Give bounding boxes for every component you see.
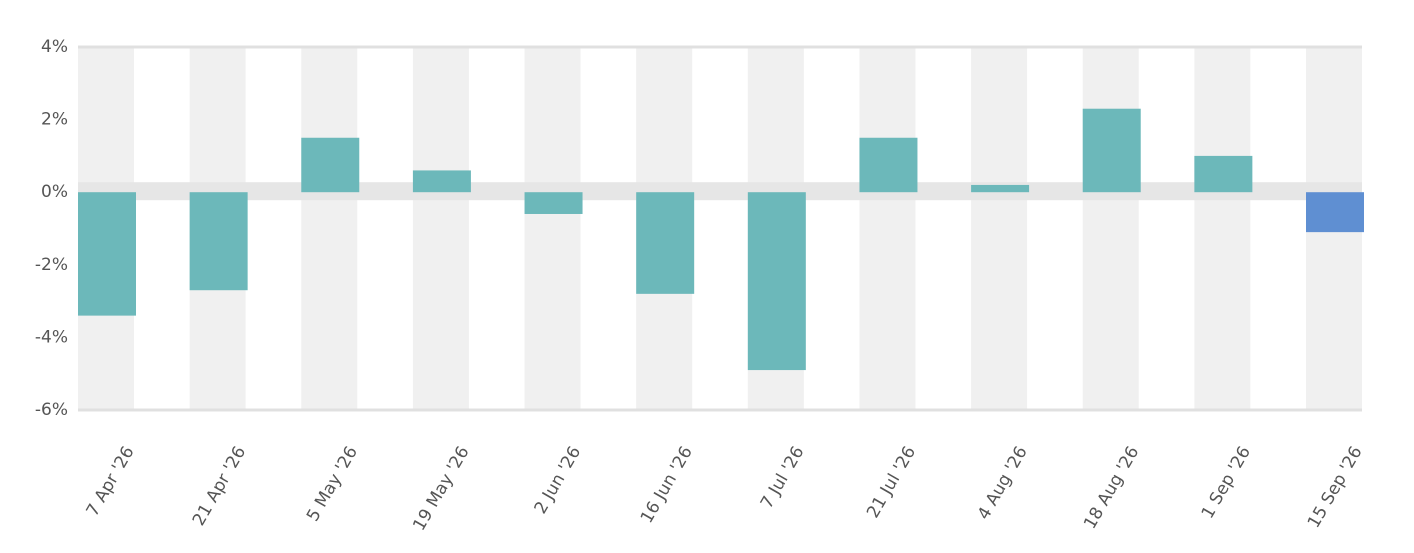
x-tick-label: 15 Sep '26 — [1304, 443, 1367, 532]
y-tick-label: -6% — [35, 400, 68, 420]
x-tick-label: 4 Aug '26 — [974, 443, 1032, 523]
y-tick-label: -2% — [35, 255, 68, 275]
x-tick-label: 7 Jul '26 — [757, 443, 809, 512]
bar — [971, 184, 1030, 193]
bar — [189, 192, 248, 291]
bar — [1306, 192, 1364, 233]
y-tick-label: 4% — [41, 37, 68, 57]
x-tick-label: 1 Sep '26 — [1198, 443, 1255, 522]
bar — [859, 137, 918, 193]
band — [971, 47, 1028, 410]
x-tick-label: 16 Jun '26 — [637, 443, 697, 527]
zero-band — [78, 182, 1362, 201]
y-tick-label: 2% — [41, 110, 68, 130]
bar — [1194, 155, 1253, 193]
x-tick-label: 5 May '26 — [303, 443, 362, 525]
bar — [1082, 108, 1141, 193]
y-tick-label: -4% — [35, 327, 68, 347]
band — [412, 47, 469, 410]
x-tick-label: 2 Jun '26 — [531, 443, 586, 518]
band — [859, 47, 916, 410]
band — [1194, 47, 1251, 410]
x-tick-label: 18 Aug '26 — [1080, 443, 1143, 533]
band — [524, 47, 581, 410]
band — [1082, 47, 1139, 410]
bar — [78, 192, 136, 316]
bar — [301, 137, 360, 193]
y-tick-label: 0% — [41, 182, 68, 202]
bar — [747, 192, 806, 371]
bar — [524, 192, 583, 214]
x-tick-label: 7 Apr '26 — [83, 443, 139, 520]
x-tick-label: 21 Apr '26 — [189, 443, 250, 529]
x-tick-label: 19 May '26 — [409, 443, 473, 534]
band — [301, 47, 358, 410]
bar — [636, 192, 695, 294]
bar — [412, 170, 471, 193]
x-tick-label: 21 Jul '26 — [863, 443, 920, 522]
